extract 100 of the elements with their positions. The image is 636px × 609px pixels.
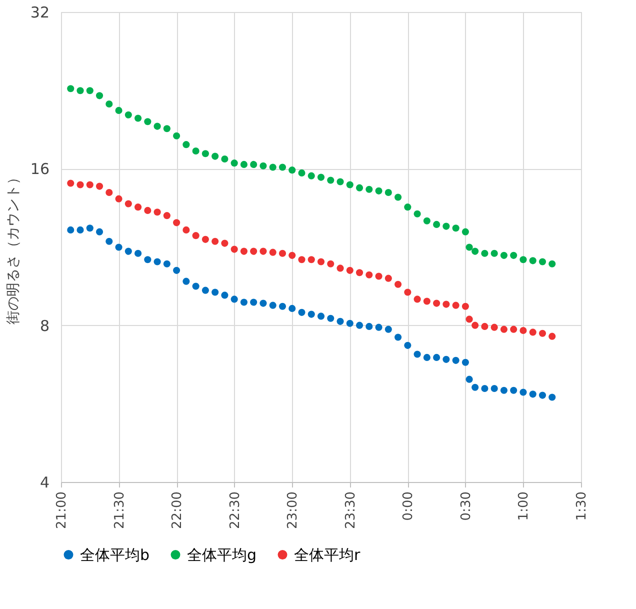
point (96, 228, 104, 236)
point (327, 314, 334, 322)
point (212, 238, 219, 245)
point (134, 114, 142, 122)
point (202, 236, 209, 243)
point (433, 300, 440, 307)
point (423, 217, 430, 224)
point (154, 122, 161, 130)
point (173, 266, 180, 274)
x-tick-label: 21:30 (112, 492, 128, 529)
point (317, 312, 325, 320)
x-tick-label: 21:00 (54, 492, 70, 529)
point (269, 164, 276, 171)
point (317, 174, 325, 181)
point (298, 169, 306, 176)
point (442, 222, 450, 230)
point (106, 238, 113, 245)
point (230, 296, 238, 303)
point (202, 150, 209, 158)
point (394, 280, 402, 288)
point (384, 274, 392, 282)
point (414, 350, 421, 358)
point (173, 219, 180, 226)
x-tick-label: 23:00 (286, 492, 301, 529)
point (76, 226, 84, 234)
x-tick-label: 23:30 (343, 492, 358, 529)
point (394, 334, 402, 341)
point (221, 155, 228, 163)
point (260, 162, 267, 170)
point (76, 181, 84, 188)
point (336, 264, 344, 272)
point (115, 106, 122, 114)
point (260, 248, 267, 255)
point (124, 248, 132, 255)
point (144, 256, 152, 264)
point (86, 224, 94, 232)
point (202, 286, 209, 294)
point (404, 204, 412, 211)
point (278, 250, 286, 257)
point (308, 310, 315, 318)
point (260, 300, 267, 307)
point (106, 100, 113, 108)
point (452, 224, 460, 232)
point (144, 206, 152, 214)
point (86, 181, 94, 188)
point (462, 228, 469, 236)
y-tick-label: 16 (30, 160, 50, 178)
point (173, 132, 180, 140)
legend-label: 全体平均b (80, 546, 150, 564)
y-tick-label: 4 (40, 474, 50, 492)
point (308, 172, 315, 180)
point (433, 220, 440, 228)
point (212, 152, 219, 160)
point (414, 210, 421, 218)
point (115, 195, 122, 202)
point (414, 296, 421, 303)
point (230, 160, 238, 167)
point (182, 278, 190, 285)
point (375, 324, 382, 331)
point (442, 300, 450, 308)
point (336, 178, 344, 186)
legend-label: 全体平均r (294, 546, 361, 564)
point (250, 160, 258, 168)
point (356, 269, 364, 276)
point (240, 160, 248, 168)
point (366, 186, 373, 193)
point (192, 282, 200, 290)
point (346, 266, 354, 274)
x-tick-label: 0:30 (458, 492, 474, 521)
point (298, 256, 306, 264)
point (96, 92, 104, 100)
point (163, 125, 170, 132)
point (375, 187, 382, 194)
x-tick-label: 22:00 (170, 492, 186, 529)
point (192, 147, 200, 155)
point (182, 226, 190, 234)
point (96, 182, 104, 190)
point (67, 85, 74, 92)
point (346, 181, 354, 188)
point (240, 298, 248, 306)
point (336, 318, 344, 325)
legend-label: 全体平均g (187, 546, 257, 564)
point (356, 184, 364, 192)
point (67, 226, 74, 234)
point (394, 194, 402, 201)
point (67, 180, 74, 187)
point (269, 302, 276, 309)
x-tick-label: 1:00 (516, 492, 532, 521)
point (356, 322, 364, 329)
point (308, 256, 315, 264)
point (452, 302, 460, 309)
point (278, 302, 286, 310)
point (269, 248, 276, 256)
point (462, 358, 469, 366)
point (212, 288, 219, 296)
point (375, 272, 382, 280)
point (86, 87, 94, 94)
point (250, 248, 258, 255)
point (134, 204, 142, 211)
point (384, 326, 392, 333)
